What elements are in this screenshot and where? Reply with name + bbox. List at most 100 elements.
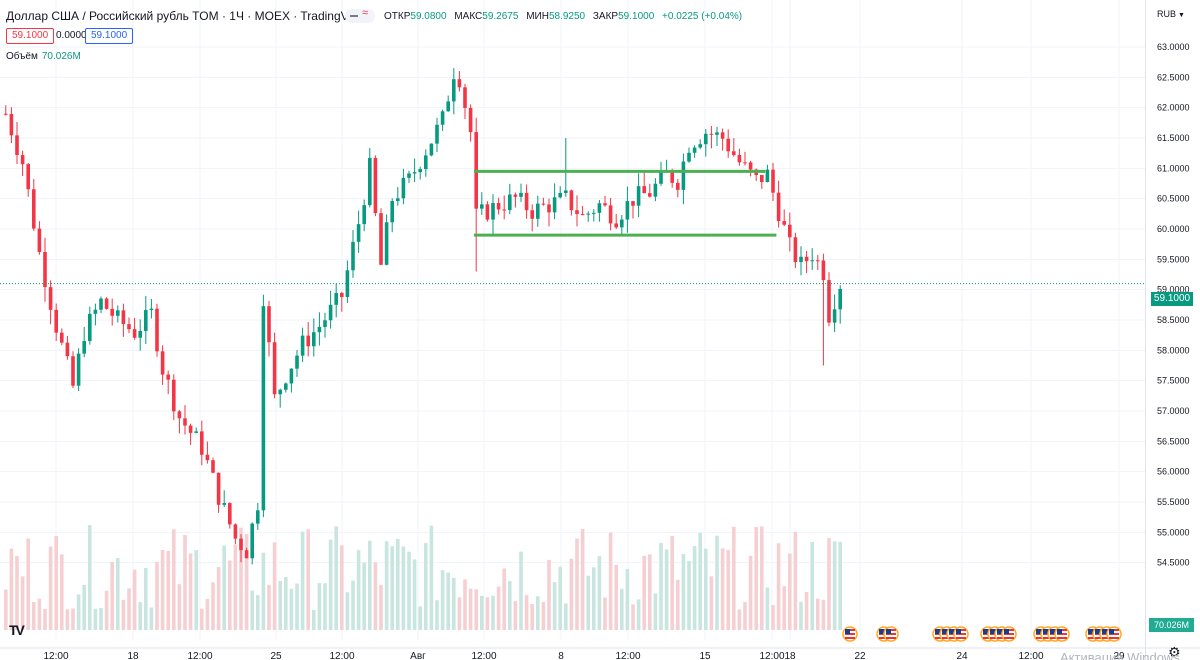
candle-body (446, 101, 450, 112)
us-flag-icon[interactable] (842, 626, 858, 642)
volume-bar (306, 529, 310, 630)
candle-body (306, 335, 310, 347)
candle-body (233, 524, 238, 539)
volume-bar (636, 599, 641, 630)
volume-bar (558, 566, 562, 630)
candle-body (177, 411, 182, 419)
volume-bar (704, 548, 708, 630)
gear-icon[interactable]: ⚙ (1168, 644, 1181, 660)
candle-body (564, 190, 568, 193)
y-tick-label: 63.0000 (1157, 42, 1190, 52)
volume-bar (127, 588, 131, 630)
volume-bar (166, 551, 170, 630)
volume-bar (743, 601, 747, 630)
candle-body (312, 332, 316, 347)
volume-bar (345, 592, 350, 630)
volume-bar (368, 540, 372, 630)
candle-body (502, 209, 506, 211)
volume-bars (4, 525, 842, 630)
volume-bar (446, 572, 450, 630)
volume-bar (496, 586, 501, 630)
us-flag-icon[interactable] (1001, 626, 1017, 642)
volume-bar (429, 525, 434, 630)
candle-body (172, 379, 176, 412)
volume-bar (659, 542, 663, 630)
event-flags[interactable] (842, 626, 1122, 642)
volume-bar (536, 596, 540, 630)
candle-body (4, 113, 8, 115)
sell-button[interactable]: 59.1000 (6, 28, 55, 44)
volume-bar (715, 535, 719, 630)
volume-bar (323, 583, 327, 630)
buy-button[interactable]: 59.1000 (85, 28, 134, 44)
volume-bar (172, 529, 176, 630)
candle-body (110, 308, 114, 316)
candle-body (149, 308, 154, 311)
volume-bar (228, 560, 232, 630)
candle-body (93, 309, 98, 314)
candle-body (541, 203, 546, 205)
candle-body (155, 308, 159, 352)
candle-body (810, 260, 814, 262)
legend-toggle-button[interactable]: ≈ (345, 7, 375, 23)
candle-body (580, 214, 585, 216)
volume-bar (93, 608, 98, 630)
x-tick-label: 12:00 (187, 651, 212, 660)
volume-bar (82, 584, 86, 630)
candle-body (32, 189, 36, 229)
volume-bar (692, 546, 697, 630)
volume-bar (407, 551, 411, 630)
candle-body (65, 342, 70, 357)
volume-bar (737, 609, 742, 630)
volume-bar (20, 576, 25, 630)
volume-bar (816, 598, 820, 630)
candle-body (239, 538, 243, 551)
volume-bar (379, 584, 383, 630)
volume-bar (580, 528, 585, 630)
volume-bar (211, 582, 215, 630)
y-tick-label: 60.5000 (1157, 194, 1190, 204)
candle-body (121, 310, 126, 325)
candle-body (636, 186, 641, 206)
volume-bar (474, 589, 478, 630)
y-tick-label: 59.0000 (1157, 285, 1190, 295)
volume-bar (838, 541, 842, 630)
candle-body (547, 204, 551, 213)
volume-bar (513, 601, 518, 630)
candle-body (424, 155, 428, 170)
candle-body (261, 306, 266, 511)
y-tick-label: 62.5000 (1157, 72, 1190, 82)
candle-body (692, 147, 697, 153)
candle-body (440, 111, 445, 125)
volume-bar (26, 538, 30, 630)
currency-selector[interactable]: RUB ▼ (1157, 9, 1185, 19)
candle-body (37, 228, 42, 252)
volume-bar (71, 608, 75, 630)
x-tick-label: 12:00 (759, 651, 784, 660)
candle-body (328, 304, 333, 321)
volume-bar (261, 552, 266, 630)
volume-bar (799, 601, 803, 630)
x-tick-label: Авг (410, 651, 426, 660)
candle-body (323, 320, 327, 327)
candle-body (300, 335, 305, 356)
candle-body (659, 170, 663, 184)
us-flag-icon[interactable] (1106, 626, 1122, 642)
candle-body (793, 237, 798, 263)
last-price-tag: 59.1000 (1151, 292, 1193, 306)
high-label: МАКС (454, 11, 483, 22)
us-flag-icon[interactable] (883, 626, 899, 642)
volume-legend[interactable]: Объём 70.026M (6, 51, 81, 62)
us-flag-icon[interactable] (953, 626, 969, 642)
candle-body (351, 241, 355, 271)
candle-body (412, 172, 417, 174)
level-lines[interactable] (474, 169, 777, 237)
candle-body (603, 203, 607, 206)
us-flag-icon[interactable] (1054, 626, 1070, 642)
symbol-title[interactable]: Доллар США / Российский рубль TOM · 1Ч ·… (6, 9, 367, 23)
candle-body (743, 162, 747, 164)
tradingview-logo[interactable]: TV (9, 622, 25, 638)
candle-body (653, 183, 658, 197)
